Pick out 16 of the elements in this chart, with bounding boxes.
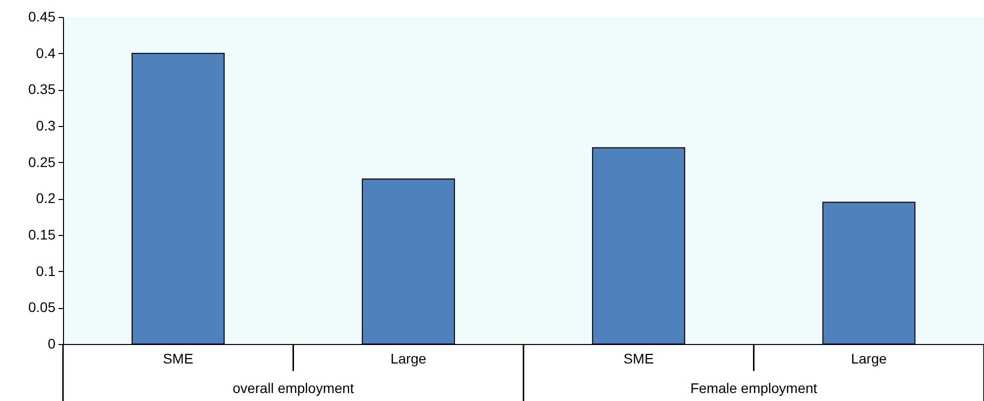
x-tick-label: Large	[390, 350, 426, 366]
y-tick-label: 0.05	[28, 299, 56, 316]
text: overall employment	[232, 380, 354, 396]
y-tick-label: 0.4	[36, 44, 56, 61]
y-tick-label: 0	[48, 336, 56, 352]
x-tick-label: SME	[623, 350, 654, 366]
x-tick-label: SME	[162, 350, 194, 366]
text: Female employment	[690, 380, 818, 396]
x-tick-label: Large	[850, 350, 887, 366]
y-tick-label: 0.15	[28, 226, 56, 242]
y-tick-label: 0.35	[28, 81, 56, 98]
y-tick-label: 0.25	[28, 154, 56, 170]
y-tick-label: 0.2	[36, 190, 56, 206]
y-tick-label: 0.45	[28, 8, 56, 24]
y-tick-label: 0.3	[36, 118, 56, 134]
y-tick-label: 0.1	[36, 262, 56, 279]
